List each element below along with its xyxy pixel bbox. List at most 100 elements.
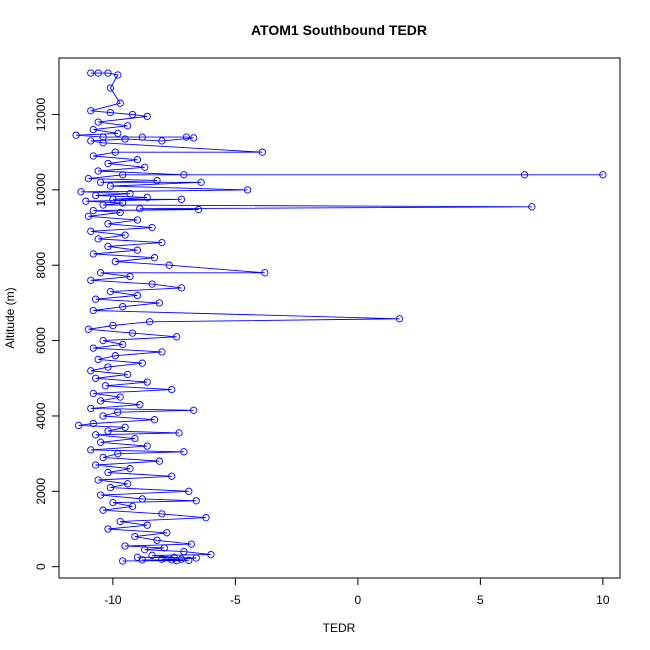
- data-point: [116, 393, 124, 401]
- data-point: [87, 446, 95, 454]
- data-point: [109, 195, 117, 203]
- data-point: [123, 480, 132, 488]
- data-point: [148, 280, 156, 288]
- data-point: [136, 401, 144, 409]
- data-point: [190, 134, 198, 142]
- data-point: [87, 404, 95, 413]
- data-point: [94, 69, 102, 77]
- chart-title: ATOM1 Southbound TEDR: [251, 22, 427, 38]
- data-point: [185, 487, 193, 495]
- data-point: [109, 321, 117, 330]
- x-axis-label: TEDR: [323, 621, 356, 635]
- data-point: [243, 186, 252, 194]
- data-point: [133, 156, 142, 164]
- data-point: [143, 378, 151, 386]
- data-point: [158, 137, 166, 145]
- data-point: [197, 178, 205, 186]
- data-point: [168, 556, 176, 564]
- data-point: [99, 506, 107, 514]
- data-point: [89, 250, 97, 258]
- data-point: [77, 188, 85, 196]
- data-point: [148, 551, 156, 560]
- data-point: [180, 547, 188, 556]
- data-point: [182, 133, 191, 141]
- data-point: [133, 216, 142, 224]
- data-point: [143, 112, 151, 121]
- data-point: [261, 269, 269, 277]
- data-point: [119, 171, 127, 179]
- data-point: [94, 167, 102, 175]
- data-point: [185, 556, 193, 564]
- data-point: [136, 205, 144, 213]
- data-point: [520, 171, 529, 179]
- data-point: [104, 525, 112, 533]
- data-point: [96, 438, 105, 446]
- data-point: [119, 557, 127, 565]
- data-point: [187, 540, 195, 548]
- data-point: [194, 205, 203, 214]
- data-point: [99, 133, 107, 141]
- data-point: [89, 389, 97, 398]
- data-point: [89, 125, 97, 134]
- data-point: [155, 457, 164, 465]
- data-point: [111, 352, 119, 360]
- data-point: [163, 529, 171, 537]
- data-point: [72, 131, 80, 139]
- data-point: [126, 190, 134, 198]
- data-point: [138, 556, 146, 564]
- data-point: [94, 476, 102, 484]
- data-point: [126, 272, 134, 281]
- data-point: [104, 468, 112, 477]
- data-point: [133, 291, 142, 300]
- y-tick-label: 12000: [34, 98, 48, 132]
- data-point: [109, 498, 117, 507]
- data-point: [119, 199, 127, 207]
- data-point: [104, 159, 112, 168]
- data-point: [190, 406, 198, 414]
- data-point: [87, 367, 95, 375]
- data-point: [150, 254, 159, 262]
- data-point: [89, 152, 97, 160]
- data-point: [96, 491, 105, 499]
- data-point: [106, 287, 115, 296]
- data-point: [119, 340, 127, 349]
- data-point: [89, 206, 97, 215]
- data-point: [116, 99, 124, 107]
- data-point: [114, 408, 122, 416]
- data-point: [172, 333, 181, 341]
- data-point: [92, 374, 100, 382]
- data-point: [116, 517, 124, 526]
- data-point: [160, 544, 168, 552]
- data-point: [158, 348, 166, 356]
- data-point: [92, 431, 100, 439]
- data-point: [121, 135, 129, 143]
- data-point: [89, 344, 97, 352]
- data-point: [131, 434, 139, 443]
- data-point: [121, 423, 129, 431]
- data-point: [99, 336, 107, 345]
- x-tick-label: -5: [230, 593, 241, 607]
- data-point: [99, 453, 107, 462]
- data-point: [104, 220, 112, 228]
- data-point: [87, 137, 95, 145]
- data-point: [141, 163, 149, 171]
- data-point: [177, 195, 186, 203]
- data-point: [128, 502, 137, 511]
- data-point: [106, 108, 115, 117]
- x-axis: -10 -5 0 5 10: [104, 577, 610, 607]
- data-point: [84, 212, 93, 220]
- data-point: [123, 122, 132, 130]
- data-point: [395, 315, 404, 323]
- data-point: [96, 178, 105, 186]
- data-point: [92, 295, 100, 303]
- data-point: [192, 497, 200, 505]
- data-point: [96, 269, 105, 277]
- data-point: [528, 203, 536, 211]
- data-point: [94, 118, 102, 126]
- data-point: [141, 546, 149, 554]
- data-point: [94, 355, 102, 364]
- data-point: [148, 223, 156, 232]
- data-point: [172, 557, 181, 565]
- data-point: [114, 129, 122, 138]
- data-point: [87, 276, 95, 284]
